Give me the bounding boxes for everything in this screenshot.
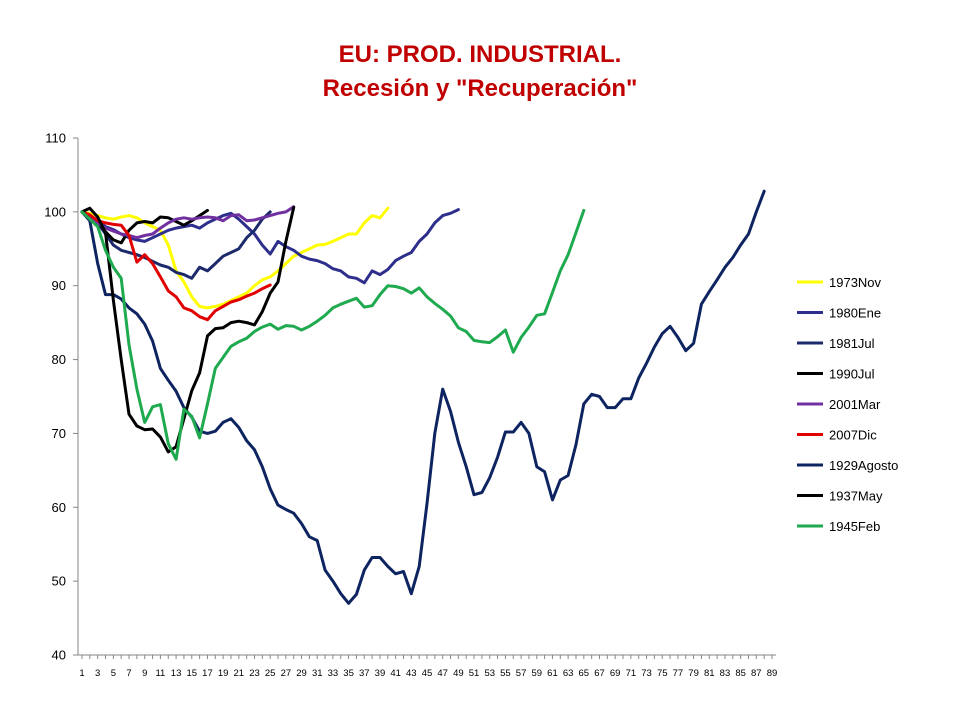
y-tick-label: 40 [52, 648, 66, 663]
x-tick-label: 3 [95, 668, 100, 679]
x-tick-label: 15 [186, 668, 197, 679]
x-tick-label: 55 [500, 668, 511, 679]
x-tick-label: 23 [249, 668, 260, 679]
x-tick-label: 11 [155, 668, 165, 679]
series-line-1945feb [80, 208, 586, 461]
legend-label: 1973Nov [829, 275, 882, 290]
x-tick-label: 25 [265, 668, 276, 679]
legend-label: 2007Dic [829, 428, 877, 443]
x-tick-label: 57 [516, 668, 527, 679]
series-lines [80, 189, 766, 605]
legend-label: 1929Agosto [829, 458, 898, 473]
chart-legend: 1973Nov 1980Ene 1981Jul 1990Jul 2001Mar 2007D… [797, 275, 898, 534]
x-tick-label: 29 [296, 668, 307, 679]
series-line-2007dic [80, 210, 272, 322]
x-tick-label: 45 [422, 668, 433, 679]
x-tick-label: 41 [390, 668, 401, 679]
x-tick-label: 9 [142, 668, 147, 679]
series-line-1980ene [80, 208, 460, 285]
x-tick-label: 79 [688, 668, 699, 679]
x-tick-label: 63 [563, 668, 574, 679]
x-tick-label: 1 [79, 668, 84, 679]
x-tick-label: 69 [610, 668, 621, 679]
x-tick-label: 89 [767, 668, 778, 679]
legend-label: 1945Feb [829, 519, 880, 534]
x-tick-label: 85 [735, 668, 746, 679]
series-line-2001mar [80, 205, 296, 240]
x-tick-label: 31 [312, 668, 323, 679]
legend-label: 1980Ene [829, 306, 881, 321]
x-tick-label: 77 [673, 668, 684, 679]
series-line-1973nov [80, 206, 390, 310]
x-tick-label: 83 [720, 668, 731, 679]
x-tick-label: 59 [531, 668, 542, 679]
legend-label: 2001Mar [829, 397, 881, 412]
x-tick-label: 73 [641, 668, 652, 679]
series-line-1937may [80, 205, 296, 454]
y-tick-label: 90 [52, 278, 66, 293]
x-tick-label: 51 [469, 668, 480, 679]
x-tick-label: 39 [375, 668, 386, 679]
y-tick-label: 80 [52, 352, 66, 367]
chart-title: EU: PROD. INDUSTRIAL. Recesión y "Recupe… [0, 38, 960, 106]
chart-title-line1: EU: PROD. INDUSTRIAL. [338, 41, 622, 68]
x-tick-label: 71 [626, 668, 637, 679]
x-tick-label: 19 [218, 668, 229, 679]
y-tick-label: 50 [52, 574, 66, 589]
x-tick-label: 17 [202, 668, 213, 679]
legend-label: 1937May [829, 489, 883, 504]
x-tick-label: 5 [111, 668, 116, 679]
x-tick-label: 13 [171, 668, 182, 679]
series-line-1981jul [80, 210, 272, 280]
series-line-1929agosto [80, 189, 766, 605]
x-tick-label: 53 [484, 668, 495, 679]
legend-label: 1990Jul [829, 367, 875, 382]
x-tick-label: 65 [579, 668, 590, 679]
x-tick-label: 49 [453, 668, 464, 679]
x-tick-label: 75 [657, 668, 668, 679]
x-tick-label: 43 [406, 668, 417, 679]
x-tick-label: 47 [437, 668, 448, 679]
x-tick-label: 27 [281, 668, 292, 679]
x-tick-label: 21 [234, 668, 245, 679]
x-tick-label: 87 [751, 668, 762, 679]
x-tick-label: 35 [343, 668, 354, 679]
y-tick-label: 70 [52, 426, 66, 441]
x-tick-label: 7 [126, 668, 131, 679]
y-tick-label: 100 [44, 204, 66, 219]
chart-subtitle: Recesión y "Recuperación" [322, 75, 638, 102]
x-tick-label: 37 [359, 668, 370, 679]
x-tick-label: 81 [704, 668, 715, 679]
x-tick-label: 61 [547, 668, 558, 679]
y-tick-label: 60 [52, 500, 66, 515]
x-tick-label: 67 [594, 668, 605, 679]
legend-label: 1981Jul [829, 336, 875, 351]
y-tick-label: 110 [45, 131, 66, 146]
x-tick-label: 33 [328, 668, 339, 679]
